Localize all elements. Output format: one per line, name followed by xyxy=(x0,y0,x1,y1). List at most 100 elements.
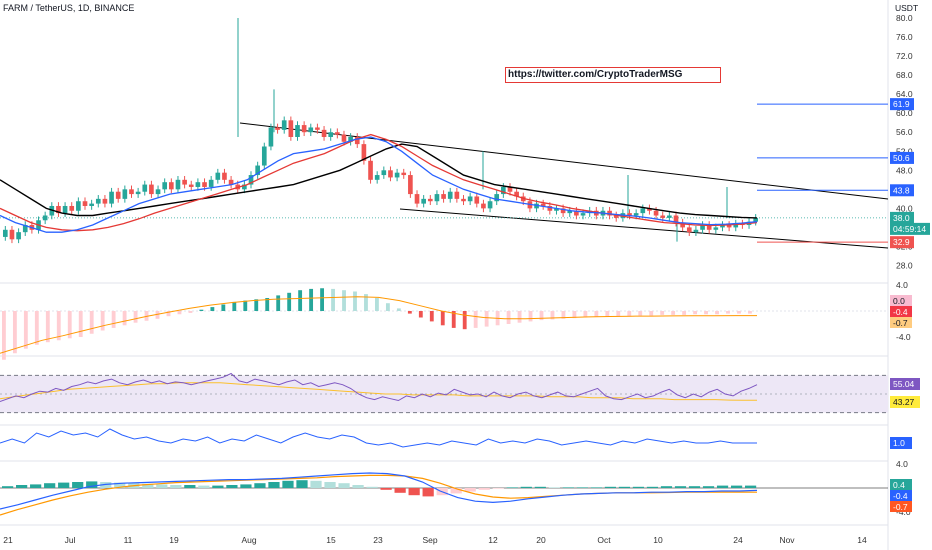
time-tick-label: 11 xyxy=(124,535,133,545)
histogram-bar xyxy=(539,311,544,321)
histogram-bar xyxy=(450,488,462,494)
oscillator-line xyxy=(0,428,757,448)
candle-body xyxy=(394,172,400,178)
price-tag xyxy=(890,151,914,164)
histogram-bar xyxy=(86,481,98,488)
candle-body xyxy=(255,165,260,176)
histogram-bar xyxy=(440,311,445,326)
candle-body xyxy=(135,191,141,195)
candle-body xyxy=(427,198,433,202)
candle-body xyxy=(706,225,712,230)
candle-body xyxy=(514,191,519,197)
candle-body xyxy=(481,203,486,209)
candle-body xyxy=(142,184,148,192)
price-tag-label: 38.0 xyxy=(893,213,910,223)
histogram-bar xyxy=(342,290,346,311)
histogram-bar xyxy=(688,486,701,488)
histogram-bar xyxy=(572,311,577,319)
histogram-bar xyxy=(287,292,292,311)
indicator-tag xyxy=(890,501,912,512)
histogram-bar xyxy=(550,311,555,320)
histogram-bar xyxy=(583,311,588,318)
candle-body xyxy=(348,136,353,142)
candle-body xyxy=(2,229,8,237)
macd-signal-line xyxy=(0,474,757,516)
candle-body xyxy=(82,201,88,206)
histogram-bar xyxy=(142,483,154,488)
histogram-bar xyxy=(682,311,687,315)
histogram-bar xyxy=(199,309,204,311)
candle-body xyxy=(368,160,373,180)
histogram-bar xyxy=(704,311,708,315)
price-tag-label: 32.9 xyxy=(893,237,910,247)
candle-body xyxy=(700,225,705,230)
price-tag-label: 43.8 xyxy=(893,185,910,195)
histogram-bar xyxy=(528,311,533,322)
candle-body xyxy=(467,196,473,202)
candle-body xyxy=(215,172,221,180)
histogram-bar xyxy=(693,311,698,315)
histogram-bar xyxy=(44,483,56,488)
candle-body xyxy=(408,175,413,195)
histogram-bar xyxy=(58,482,70,488)
indicator-tag-label: 55.04 xyxy=(893,379,915,389)
candle-body xyxy=(647,208,652,211)
histogram-bar xyxy=(100,311,105,331)
histogram-bar xyxy=(310,480,322,488)
candle-body xyxy=(374,175,380,180)
twitter-link-box[interactable]: https://twitter.com/CryptoTraderMSG xyxy=(505,67,721,83)
candle-body xyxy=(275,127,280,130)
candle-body xyxy=(653,210,659,216)
candle-body xyxy=(494,194,500,202)
histogram-bar xyxy=(353,291,357,311)
histogram-bar xyxy=(72,482,84,488)
histogram-bar xyxy=(660,486,673,488)
time-tick-label: 20 xyxy=(536,535,546,545)
candle-body xyxy=(295,125,300,137)
candle-body xyxy=(381,170,387,176)
candle-body xyxy=(474,196,480,204)
candle-body xyxy=(726,225,732,228)
indicator-tag xyxy=(890,479,912,490)
indicator-tag-label: 0.0 xyxy=(893,296,905,306)
candle-body xyxy=(693,229,699,233)
time-tick-label: 15 xyxy=(326,535,336,545)
candle-body xyxy=(42,215,48,221)
channel-lower-line xyxy=(399,208,889,249)
histogram-bar xyxy=(517,311,522,323)
histogram-bar xyxy=(422,488,434,497)
histogram-bar xyxy=(254,483,266,488)
histogram-bar xyxy=(478,488,490,490)
candle-body xyxy=(501,186,506,195)
price-tick-label: 52.0 xyxy=(896,146,913,156)
candle-body xyxy=(182,179,187,185)
macd-signal-line xyxy=(0,296,757,354)
histogram-bar xyxy=(748,311,752,314)
macd-tick-label: 4.0 xyxy=(896,459,908,469)
candle-body xyxy=(633,213,639,216)
histogram-bar xyxy=(737,311,741,314)
indicator-tag-label: 1.0 xyxy=(893,438,905,448)
candle-body xyxy=(248,175,254,185)
price-tick-label: 48.0 xyxy=(896,165,913,175)
histogram-bar xyxy=(730,485,743,488)
price-tag-label: 61.9 xyxy=(893,99,910,109)
candle-body xyxy=(335,132,340,135)
histogram-bar xyxy=(632,486,645,488)
candle-body xyxy=(574,210,579,216)
histogram-bar xyxy=(111,311,116,328)
histogram-bar xyxy=(594,311,599,317)
candle-body xyxy=(667,215,672,218)
histogram-bar xyxy=(296,480,308,488)
candle-body xyxy=(361,144,367,161)
candle-body xyxy=(301,125,307,133)
histogram-bar xyxy=(265,298,270,311)
histogram-bar xyxy=(309,288,314,311)
time-tick-label: Jul xyxy=(65,535,76,545)
candle-body xyxy=(447,191,453,199)
candle-body xyxy=(109,191,114,204)
time-tick-label: 21 xyxy=(3,535,13,545)
histogram-bar xyxy=(243,300,248,311)
price-tick-label: 40.0 xyxy=(896,203,913,213)
